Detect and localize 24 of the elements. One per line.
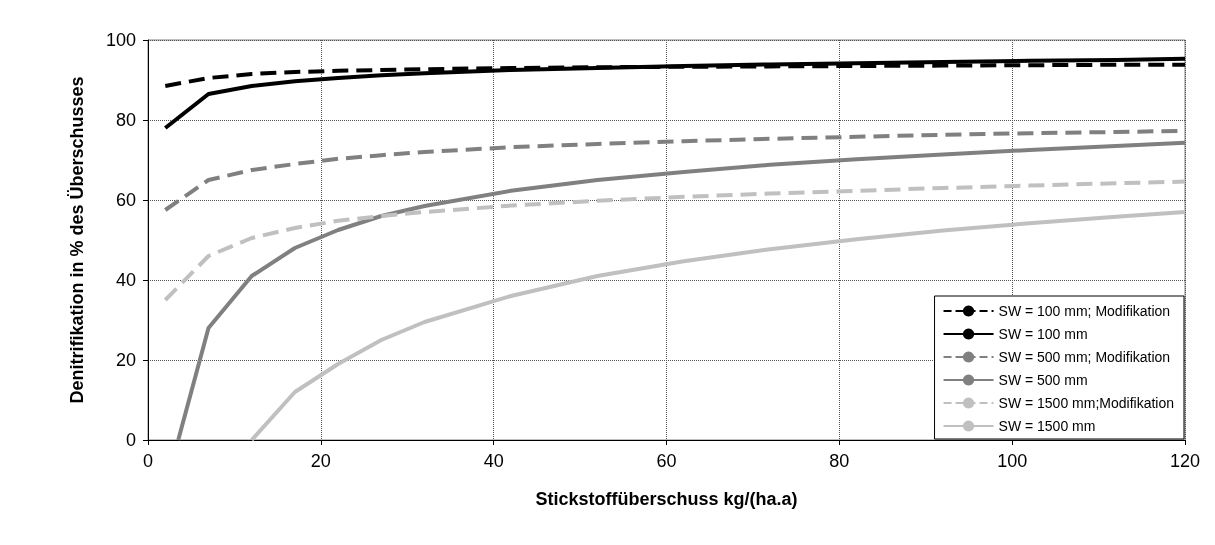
legend-label: SW = 500 mm; Modifikation (998, 349, 1171, 365)
legend-label: SW = 500 mm (998, 372, 1088, 388)
x-tick-label: 60 (656, 451, 677, 471)
x-tick-label: 40 (483, 451, 504, 471)
y-tick-label: 20 (115, 350, 136, 370)
y-tick-label: 60 (115, 190, 136, 210)
y-tick-label: 80 (115, 110, 136, 130)
legend-label: SW = 100 mm; Modifikation (998, 303, 1171, 319)
legend-label: SW = 1500 mm (998, 418, 1096, 434)
y-tick-label: 40 (115, 270, 136, 290)
y-tick-label: 0 (125, 430, 136, 450)
x-tick-label: 0 (142, 451, 154, 471)
x-axis-title: Stickstoffüberschuss kg/(ha.a) (535, 489, 798, 509)
line-series (163, 179, 1187, 302)
line-series (163, 56, 1187, 130)
x-tick-label: 20 (310, 451, 331, 471)
line-series (249, 210, 1187, 442)
x-tick-label: 80 (829, 451, 850, 471)
legend-label: SW = 100 mm (998, 326, 1088, 342)
x-tick-label: 100 (997, 451, 1028, 471)
y-tick-label: 100 (105, 30, 136, 50)
legend-label: SW = 1500 mm;Modifikation (998, 395, 1175, 411)
x-tick-label: 120 (1169, 451, 1201, 471)
y-axis-title: Denitrifikation in % des Überschusses (67, 76, 87, 404)
